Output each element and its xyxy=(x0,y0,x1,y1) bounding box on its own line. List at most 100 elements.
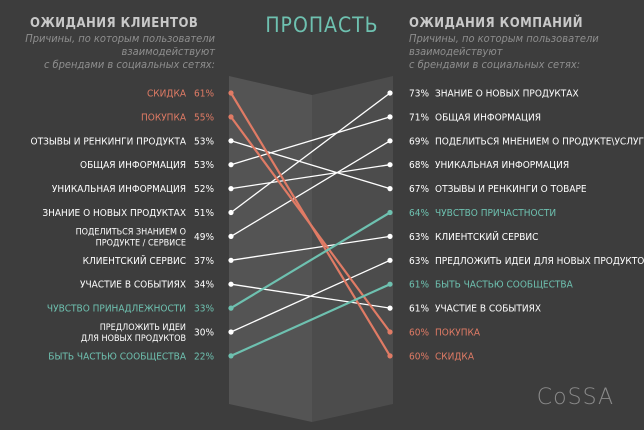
link-line xyxy=(230,235,391,261)
left-item-label-line: ПОКУПКА xyxy=(141,112,187,123)
left-item-label-line: ОБЩАЯ ИНФОРМАЦИЯ xyxy=(80,160,186,171)
right-dot xyxy=(387,257,393,263)
left-item-value: 33% xyxy=(194,304,214,315)
right-dot xyxy=(387,90,393,96)
labels: СКИДКА 61% ПОКУПКА 55% ОТЗЫВЫ И РЕНКИНГИ ПРО… xyxy=(31,89,644,363)
left-dot xyxy=(228,186,234,192)
right-subtitle-line-3: с брендами в социальных сетях: xyxy=(409,58,581,71)
link-line xyxy=(230,164,391,190)
left-item-value: 52% xyxy=(194,184,214,195)
right-item-label: УНИКАЛЬНАЯ ИНФОРМАЦИЯ xyxy=(435,160,569,171)
left-dot xyxy=(228,305,234,311)
right-dot xyxy=(387,138,393,144)
dots xyxy=(228,90,393,359)
left-item-label: ПОКУПКА xyxy=(141,112,187,123)
right-item-value: 61% xyxy=(409,280,429,291)
right-item-value: 64% xyxy=(409,208,429,219)
left-item-value: 30% xyxy=(194,328,214,339)
left-item-label-line: ОТЗЫВЫ И РЕНКИНГИ ПРОДУКТА xyxy=(31,136,187,147)
link-line xyxy=(230,92,391,214)
right-dot xyxy=(387,329,393,335)
left-item-label: УЧАСТИЕ В СОБЫТИЯХ xyxy=(80,280,186,291)
right-item-label: ПРЕДЛОЖИТЬ ИДЕИ ДЛЯ НОВЫХ ПРОДУКТОВ xyxy=(435,256,644,267)
right-dot xyxy=(387,353,393,359)
left-item-label: СКИДКА xyxy=(147,89,187,100)
left-item-value: 34% xyxy=(194,280,214,291)
right-item-value: 73% xyxy=(409,89,429,100)
right-item-value: 69% xyxy=(409,136,429,147)
left-subtitle-line-2: взаимодействуют xyxy=(121,45,215,58)
link-line xyxy=(230,140,391,190)
right-dot xyxy=(387,162,393,168)
links xyxy=(230,92,391,357)
left-item-label-line: КЛИЕНТСКИЙ СЕРВИС xyxy=(83,254,186,267)
left-item-label: УНИКАЛЬНАЯ ИНФОРМАЦИЯ xyxy=(52,184,186,195)
right-dot xyxy=(387,281,393,287)
right-dot xyxy=(387,233,393,239)
right-subtitle-line-2: взаимодействуют xyxy=(409,45,503,58)
right-item-value: 63% xyxy=(409,232,429,243)
left-item-label: ЗНАНИЕ О НОВЫХ ПРОДУКТАХ xyxy=(42,208,186,219)
left-item-value: 55% xyxy=(194,112,214,123)
left-dot xyxy=(228,257,234,263)
right-item-value: 63% xyxy=(409,256,429,267)
left-dot xyxy=(228,329,234,335)
right-item-value: 68% xyxy=(409,160,429,171)
gap-panel-right xyxy=(312,76,393,422)
left-dot xyxy=(228,90,234,96)
left-item-label-line: ПРОДУКТЕ / СЕРВИСЕ xyxy=(96,238,186,248)
right-subtitle-line-1: Причины, по которым пользователи xyxy=(409,32,599,45)
right-item-label: СКИДКА xyxy=(435,351,475,362)
left-dot xyxy=(228,281,234,287)
left-item-label-line: БЫТЬ ЧАСТЬЮ СООБЩЕСТВА xyxy=(48,351,187,362)
left-dot xyxy=(228,353,234,359)
right-item-label: КЛИЕНТСКИЙ СЕРВИС xyxy=(435,230,538,243)
link-line xyxy=(230,116,391,166)
left-dot xyxy=(228,138,234,144)
right-header-subtitle: Причины, по которым пользователи взаимод… xyxy=(409,32,639,71)
right-dot xyxy=(387,209,393,216)
right-item-value: 67% xyxy=(409,184,429,195)
right-item-label: ЧУВСТВО ПРИЧАСТНОСТИ xyxy=(435,208,556,219)
left-item-label-line: ДЛЯ НОВЫХ ПРОДУКТОВ xyxy=(81,334,186,344)
gap-panel-left xyxy=(229,76,312,422)
gap-panel xyxy=(229,76,393,422)
right-dot xyxy=(387,186,393,192)
link-line xyxy=(230,211,391,310)
right-item-label: ОТЗЫВЫ И РЕНКИНГИ О ТОВАРЕ xyxy=(435,184,587,195)
left-item-label: ОБЩАЯ ИНФОРМАЦИЯ xyxy=(80,160,186,171)
page-title: ПРОПАСТЬ xyxy=(265,13,379,37)
left-subtitle-line-1: Причины, по которым пользователи xyxy=(25,32,215,45)
left-dot xyxy=(228,114,234,120)
right-item-label: ПОДЕЛИТЬСЯ МНЕНИЕМ О ПРОДУКТЕ\УСЛУГЕ xyxy=(435,136,644,147)
left-item-label-line: ЧУВСТВО ПРИНАДЛЕЖНОСТИ xyxy=(47,304,186,315)
left-item-value: 53% xyxy=(194,136,214,147)
right-item-value: 60% xyxy=(409,328,429,339)
right-item-label: БЫТЬ ЧАСТЬЮ СООБЩЕСТВА xyxy=(435,280,574,291)
right-item-label: ПОКУПКА xyxy=(435,328,481,339)
left-item-label: ПРЕДЛОЖИТЬ ИДЕИ ДЛЯ НОВЫХ ПРОДУКТОВ xyxy=(81,323,186,344)
left-item-value: 61% xyxy=(194,89,214,100)
right-item-value: 71% xyxy=(409,112,429,123)
right-item-value: 61% xyxy=(409,304,429,315)
left-item-label-line: УЧАСТИЕ В СОБЫТИЯХ xyxy=(80,280,186,291)
left-item-label-line: ПОДЕЛИТЬСЯ ЗНАНИЕМ О xyxy=(76,227,186,237)
cossa-logo: CoSSA xyxy=(536,385,614,410)
right-item-label: ОБЩАЯ ИНФОРМАЦИЯ xyxy=(435,112,541,123)
left-item-label-line: СКИДКА xyxy=(147,89,187,100)
link-line xyxy=(230,140,391,237)
right-dot xyxy=(387,114,393,120)
left-dot xyxy=(228,162,234,168)
left-item-label: БЫТЬ ЧАСТЬЮ СООБЩЕСТВА xyxy=(48,351,187,362)
left-dot xyxy=(228,233,234,239)
link-line xyxy=(230,259,391,333)
left-item-value: 49% xyxy=(194,232,214,243)
left-item-value: 53% xyxy=(194,160,214,171)
left-item-label: ЧУВСТВО ПРИНАДЛЕЖНОСТИ xyxy=(47,304,186,315)
right-header-title: ОЖИДАНИЯ КОМПАНИЙ xyxy=(409,16,584,31)
left-header-title: ОЖИДАНИЯ КЛИЕНТОВ xyxy=(30,16,199,31)
link-line xyxy=(230,283,391,357)
left-item-label: КЛИЕНТСКИЙ СЕРВИС xyxy=(83,254,186,267)
